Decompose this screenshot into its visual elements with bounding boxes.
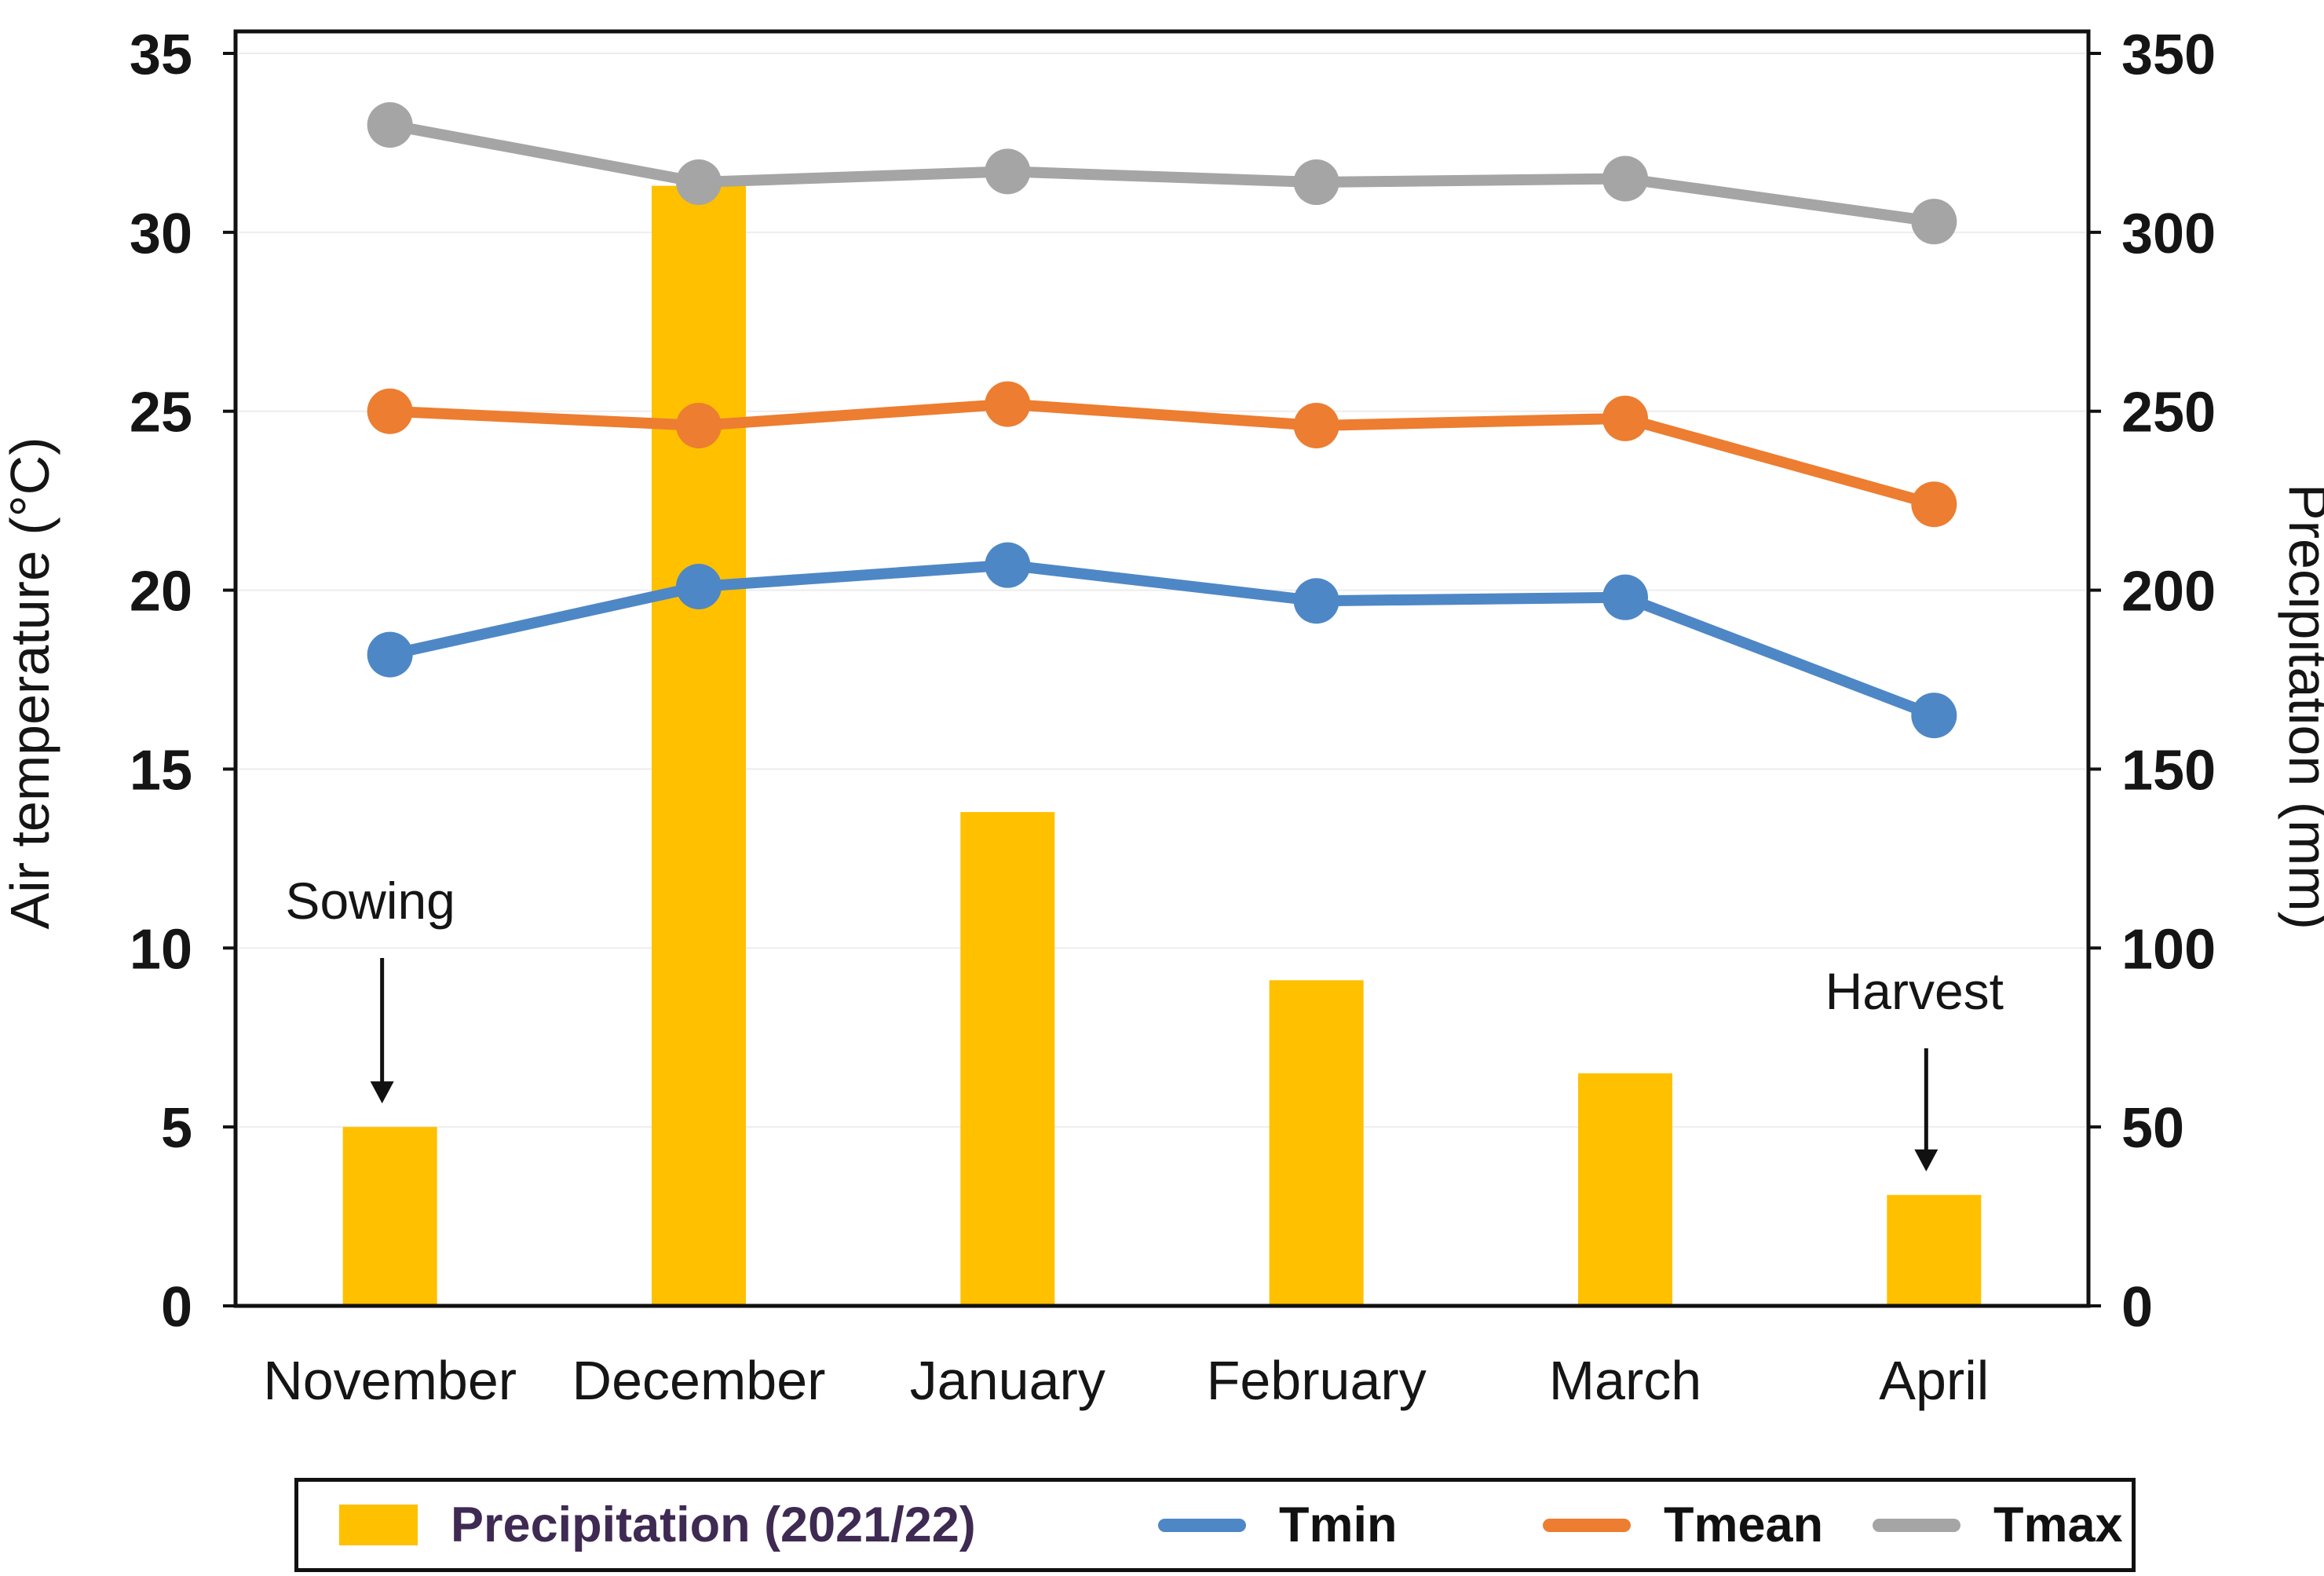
legend-label-tmean: Tmean [1664, 1497, 1824, 1552]
month-labels: November December January February March Apri… [263, 1350, 1989, 1411]
bar-february [1269, 980, 1364, 1306]
legend-label-tmax: Tmax [1993, 1497, 2123, 1552]
left-tick-label-0: 0 [161, 1276, 192, 1339]
tmin-line [384, 559, 1940, 722]
tmin-marker-march [1602, 574, 1648, 620]
tmin-marker-january [985, 542, 1031, 588]
right-tick-label-0: 0 [2121, 1276, 2153, 1339]
left-tick-label-15: 15 [130, 739, 192, 802]
bar-december [652, 185, 746, 1307]
left-tick-label-35: 35 [130, 24, 192, 86]
annotation-text-sowing: Sowing [285, 872, 455, 930]
annotation-sowing: Sowing [285, 872, 455, 1104]
precipitation-swatch-icon [339, 1505, 418, 1545]
tmean-marker-february [1293, 402, 1339, 448]
tmin-marker-november [367, 631, 413, 678]
annotation-text-harvest: Harvest [1825, 962, 2004, 1020]
tmin-marker-february [1293, 578, 1339, 624]
legend-item-tmean: Tmean [1543, 1497, 1823, 1553]
annotation-harvest: Harvest [1825, 962, 2004, 1172]
right-tick-label-350: 350 [2121, 24, 2216, 86]
tmean-marker-january [985, 381, 1031, 427]
right-tick-label-100: 100 [2121, 918, 2216, 981]
tmax-marker-february [1293, 159, 1339, 206]
right-tick-label-300: 300 [2121, 203, 2216, 265]
tmean-line [384, 398, 1940, 510]
month-label-january: January [910, 1350, 1105, 1411]
tmean-marker-november [367, 388, 413, 434]
tmean-marker-april [1911, 481, 1957, 528]
month-label-april: April [1879, 1350, 1989, 1411]
left-axis: 0 5 10 15 20 25 30 35 [130, 24, 236, 1339]
precipitation-bars [342, 185, 1982, 1307]
legend-item-precipitation: Precipitation (2021/22) [339, 1497, 976, 1553]
right-axis-title: Precipitation (mm) [2278, 484, 2324, 930]
tmax-marker-november [367, 102, 413, 148]
legend-label-tmin: Tmin [1279, 1497, 1398, 1552]
tmax-marker-december [676, 159, 722, 206]
annotation-arrowhead-icon [1914, 1149, 1938, 1172]
left-axis-title: Air temperature (°C) [0, 437, 60, 929]
bar-april [1887, 1194, 1982, 1306]
left-tick-label-10: 10 [130, 918, 192, 981]
series-tmax [367, 102, 1957, 245]
plot-border [233, 29, 2091, 1308]
left-tick-label-25: 25 [130, 382, 192, 444]
left-tick-label-30: 30 [130, 203, 192, 265]
legend-label-precipitation: Precipitation (2021/22) [451, 1497, 976, 1552]
bar-january [960, 812, 1055, 1306]
legend: Precipitation (2021/22) Tmin Tmean Tmax [294, 1478, 2136, 1572]
right-tick-label-150: 150 [2121, 739, 2216, 802]
legend-item-tmin: Tmin [1158, 1497, 1398, 1553]
tmax-marker-march [1602, 155, 1648, 202]
left-tick-label-20: 20 [130, 561, 192, 623]
tmean-marker-december [676, 402, 722, 448]
tmax-line-swatch-icon [1873, 1518, 1960, 1532]
bar-march [1578, 1073, 1672, 1306]
annotation-arrowhead-icon [370, 1081, 394, 1104]
tmin-marker-april [1911, 693, 1957, 739]
series-tmin [367, 542, 1957, 739]
month-label-february: February [1207, 1350, 1427, 1411]
gridlines [239, 53, 2085, 1128]
right-tick-label-50: 50 [2121, 1097, 2184, 1160]
tmax-line [384, 119, 1940, 228]
right-axis: 0 50 100 150 200 250 300 350 [2088, 24, 2216, 1339]
tmean-line-swatch-icon [1543, 1518, 1631, 1532]
tmean-marker-march [1602, 395, 1648, 441]
tmax-marker-april [1911, 199, 1957, 245]
month-label-december: December [572, 1350, 826, 1411]
tmin-line-swatch-icon [1158, 1518, 1246, 1532]
tmax-marker-january [985, 148, 1031, 195]
month-label-november: November [263, 1350, 517, 1411]
left-tick-label-5: 5 [161, 1097, 192, 1160]
month-label-march: March [1549, 1350, 1701, 1411]
bar-november [342, 1127, 437, 1306]
right-tick-label-200: 200 [2121, 561, 2216, 623]
legend-item-tmax: Tmax [1873, 1497, 2123, 1553]
right-tick-label-250: 250 [2121, 382, 2216, 444]
series-tmean [367, 381, 1957, 528]
tmin-marker-december [676, 564, 722, 610]
